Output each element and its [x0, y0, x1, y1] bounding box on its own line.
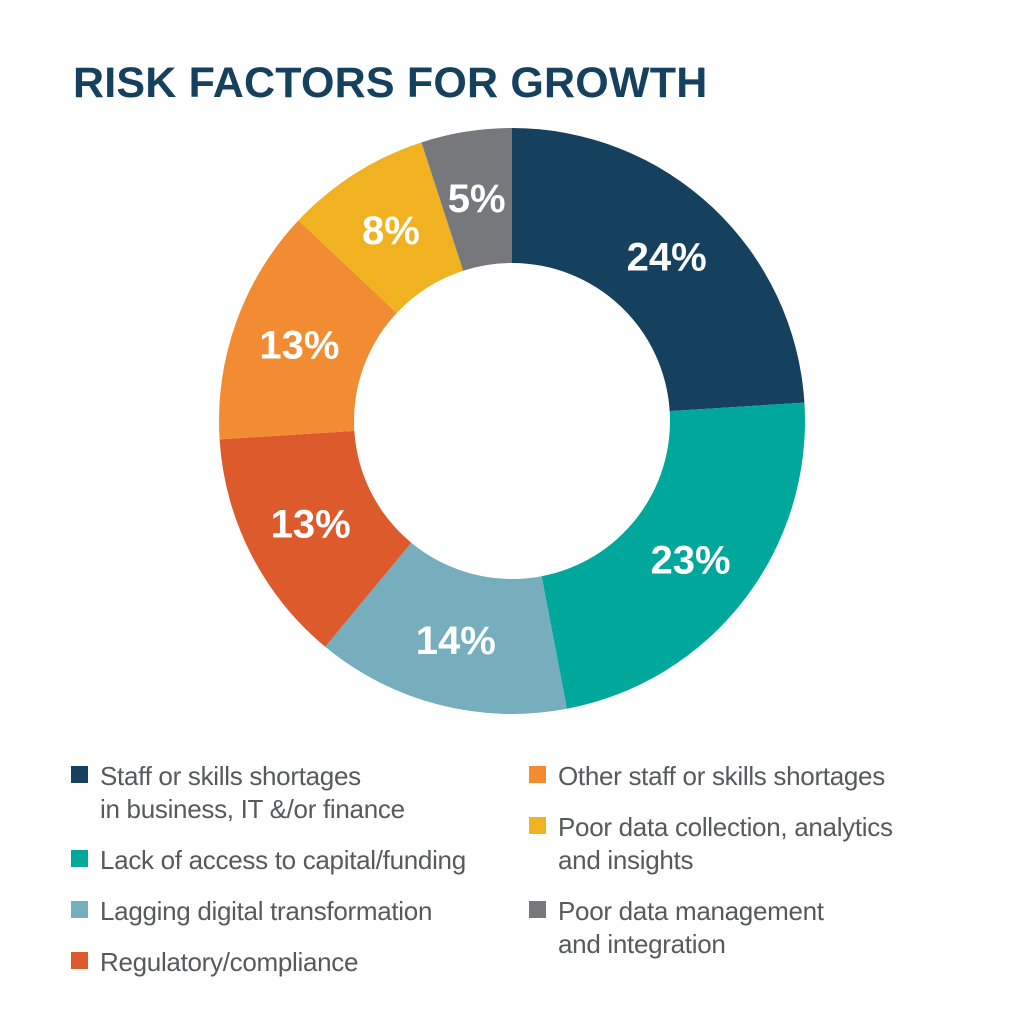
- donut-slice-6: [421, 128, 512, 271]
- slice-value-label-1: 23%: [651, 539, 731, 583]
- donut-slice-3: [219, 430, 412, 647]
- legend-item-capital-funding: Lack of access to capital/funding: [71, 844, 529, 877]
- legend-item-data-management-integration: Poor data management and integration: [529, 895, 976, 961]
- donut-slice-1: [541, 402, 805, 709]
- legend-item-data-collection-analytics: Poor data collection, analytics and insi…: [529, 811, 976, 877]
- legend-swatch-orange-icon: [529, 766, 546, 783]
- legend-label: Poor data management and integration: [558, 896, 824, 959]
- slice-value-label-4: 13%: [259, 323, 339, 367]
- legend-label: Lack of access to capital/funding: [100, 845, 466, 875]
- legend-swatch-yellow-icon: [529, 817, 546, 834]
- legend-item-staff-skills-shortages: Staff or skills shortages in business, I…: [71, 760, 529, 826]
- legend-label: Poor data collection, analytics and insi…: [558, 812, 893, 875]
- legend-label: Other staff or skills shortages: [558, 761, 885, 791]
- slice-value-label-2: 14%: [416, 619, 496, 663]
- slice-value-label-5: 8%: [362, 209, 420, 253]
- donut-slice-2: [325, 542, 567, 715]
- legend-swatch-teal-icon: [71, 850, 88, 867]
- legend-item-digital-transformation: Lagging digital transformation: [71, 895, 529, 928]
- donut-slice-0: [512, 128, 805, 412]
- legend-label: Staff or skills shortages in business, I…: [100, 761, 405, 824]
- slice-value-label-6: 5%: [448, 177, 506, 221]
- legend-column-left: Staff or skills shortages in business, I…: [71, 760, 529, 979]
- legend-swatch-navy-icon: [71, 766, 88, 783]
- slice-value-label-0: 24%: [627, 235, 707, 279]
- legend-swatch-lightblue-icon: [71, 901, 88, 918]
- legend-label: Lagging digital transformation: [100, 896, 433, 926]
- legend-label: Regulatory/compliance: [100, 947, 359, 977]
- page-title: RISK FACTORS FOR GROWTH: [73, 59, 708, 107]
- donut-slice-4: [219, 220, 397, 440]
- legend-swatch-red-icon: [71, 952, 88, 969]
- legend-item-other-staff-shortages: Other staff or skills shortages: [529, 760, 976, 793]
- slice-value-label-3: 13%: [271, 503, 351, 547]
- legend-swatch-gray-icon: [529, 901, 546, 918]
- legend-item-regulatory-compliance: Regulatory/compliance: [71, 946, 529, 979]
- legend: Staff or skills shortages in business, I…: [71, 760, 976, 979]
- donut-slice-5: [298, 142, 464, 313]
- legend-column-right: Other staff or skills shortages Poor dat…: [529, 760, 976, 979]
